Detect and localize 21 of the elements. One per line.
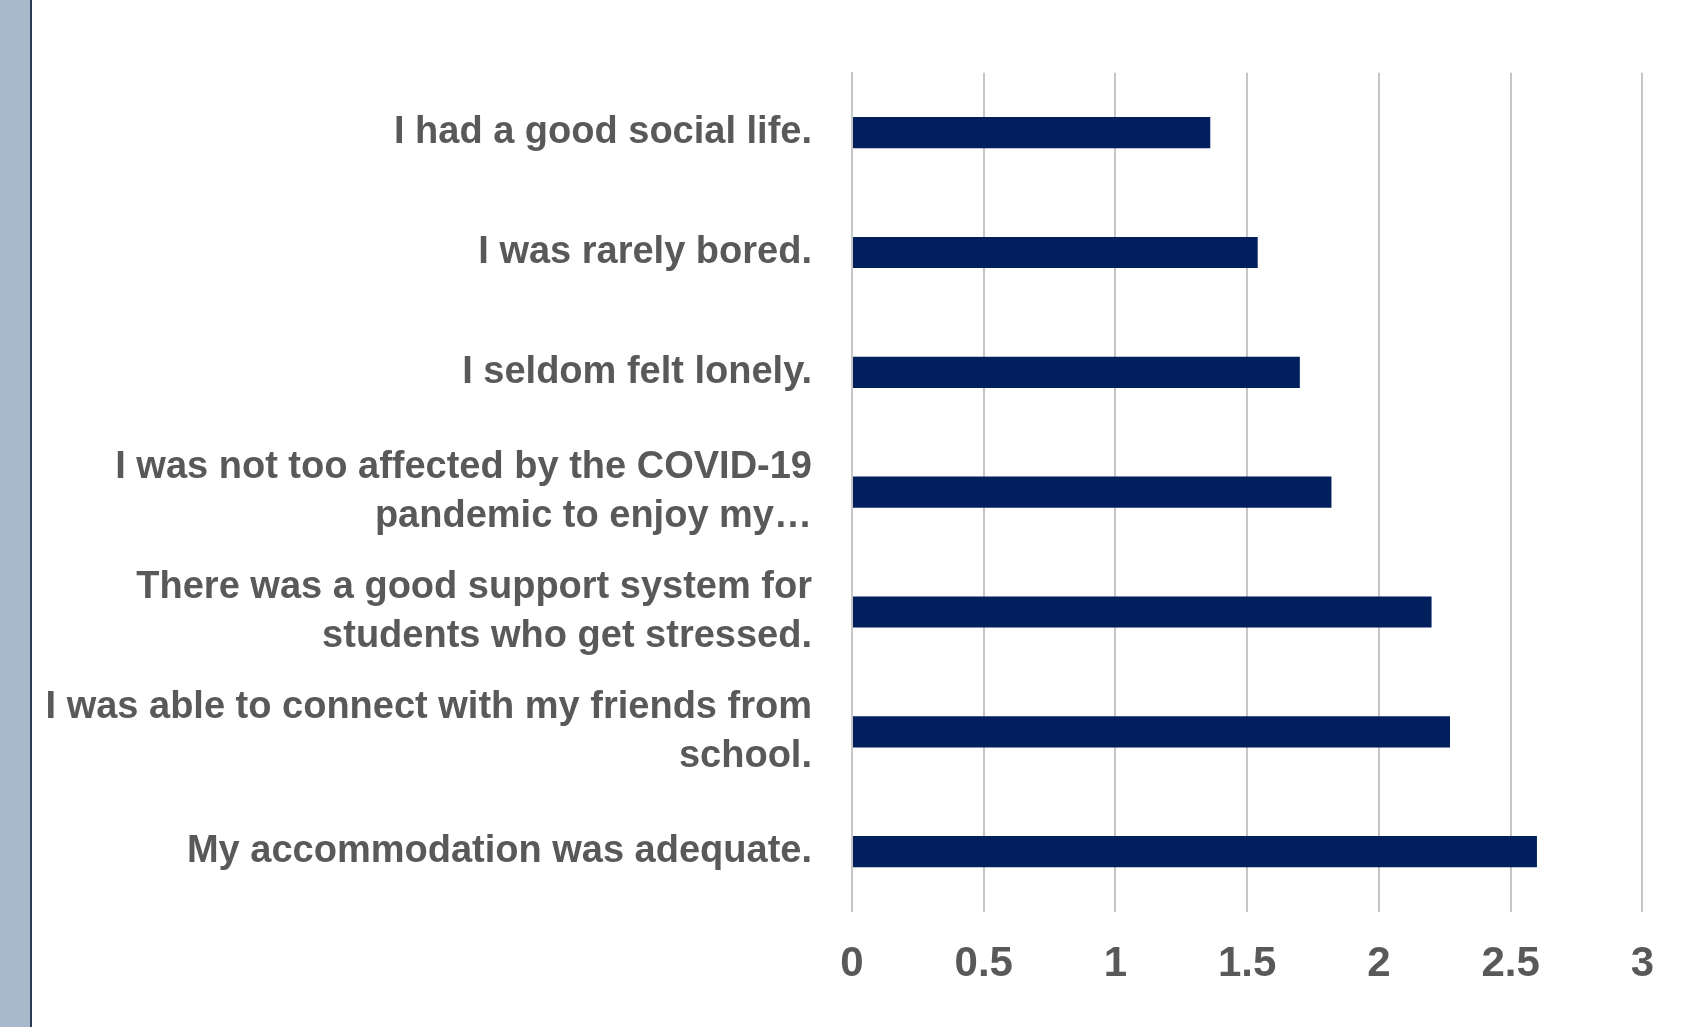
y-tick-label: There was a good support system for students who get stressed. (136, 563, 813, 656)
x-tick-label: 0.5 (954, 938, 1013, 986)
y-tick-label: My accommodation was adequate. (186, 828, 812, 871)
x-tick-label: 1 (1103, 938, 1128, 986)
y-tick-label: I was able to connect with my friends from school. (45, 683, 812, 776)
x-tick-label: 2 (1367, 938, 1391, 986)
bar (853, 716, 1451, 748)
x-tick-label: 3 (1630, 938, 1654, 986)
y-tick-label: I had a good social life. (393, 109, 812, 152)
bar (853, 476, 1332, 508)
x-tick-label: 2.5 (1481, 938, 1540, 986)
bar (853, 836, 1537, 868)
y-tick-label: I was rarely bored. (478, 228, 812, 271)
y-tick-label: I was not too affected by the COVID-19 pandemic to enjoy my… (115, 443, 812, 536)
bar (853, 117, 1211, 149)
bar (853, 356, 1300, 388)
x-tick-label: 0 (840, 938, 864, 986)
y-tick-label: I seldom felt lonely. (462, 348, 812, 391)
bar (853, 596, 1432, 628)
bar (853, 236, 1258, 269)
x-tick-label: 1.5 (1217, 938, 1277, 986)
